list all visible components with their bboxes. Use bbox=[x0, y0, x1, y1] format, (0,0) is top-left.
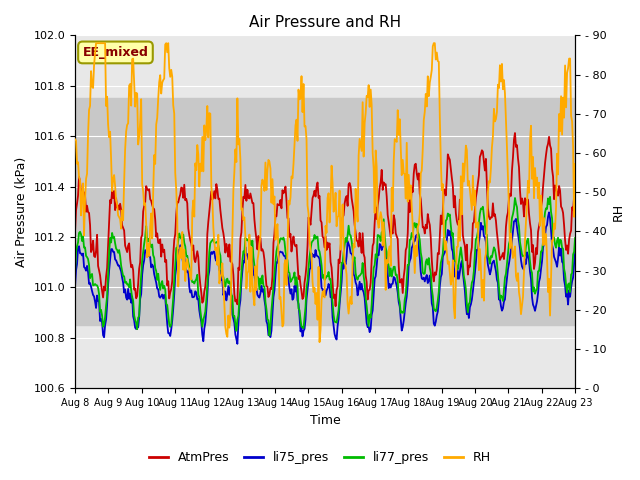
X-axis label: Time: Time bbox=[310, 414, 340, 427]
Title: Air Pressure and RH: Air Pressure and RH bbox=[249, 15, 401, 30]
Legend: AtmPres, li75_pres, li77_pres, RH: AtmPres, li75_pres, li77_pres, RH bbox=[144, 446, 496, 469]
Y-axis label: RH: RH bbox=[612, 203, 625, 221]
Text: EE_mixed: EE_mixed bbox=[83, 46, 148, 59]
Bar bbox=[75, 98, 575, 325]
Y-axis label: Air Pressure (kPa): Air Pressure (kPa) bbox=[15, 156, 28, 267]
